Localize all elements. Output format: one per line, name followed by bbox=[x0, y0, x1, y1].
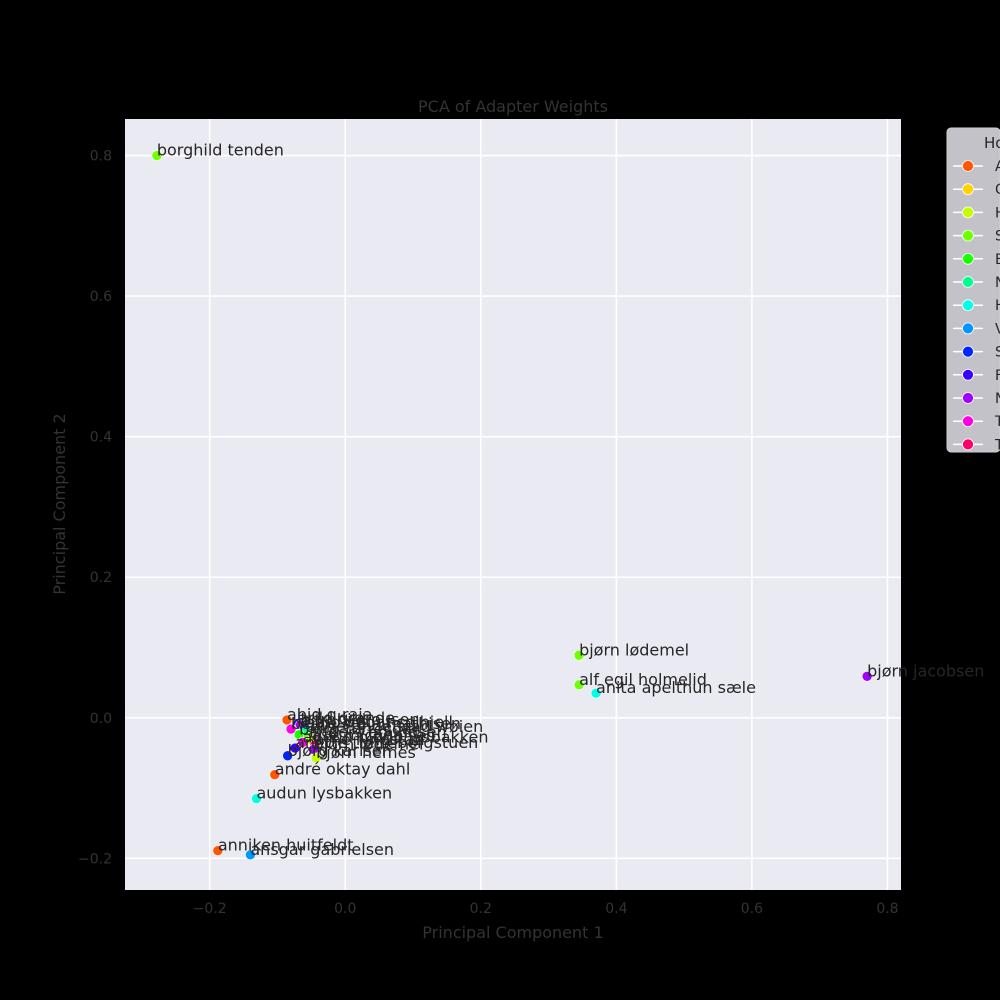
y-tick-label: −0.2 bbox=[78, 851, 112, 867]
data-point bbox=[297, 737, 308, 748]
legend-marker bbox=[962, 322, 974, 335]
point-label: bård vegar solhjell bbox=[305, 713, 453, 732]
legend: Ho AOHSENHVSFNTT bbox=[946, 127, 1000, 453]
chart-title: PCA of Adapter Weights bbox=[418, 97, 608, 116]
x-tick-label: 0.8 bbox=[876, 901, 898, 917]
point-label: bjørg karlsen bbox=[288, 741, 392, 760]
data-point bbox=[282, 750, 293, 762]
x-axis-ticks: −0.2 0.0 0.2 0.4 0.6 0.8 bbox=[193, 901, 899, 917]
y-tick-label: 0.0 bbox=[90, 711, 112, 727]
x-tick-label: −0.2 bbox=[193, 901, 227, 917]
point-label: bjørn hemes bbox=[316, 743, 416, 762]
legend-label: S bbox=[995, 345, 1000, 361]
data-point bbox=[245, 849, 256, 861]
data-point bbox=[151, 150, 163, 161]
legend-label: O bbox=[995, 182, 1000, 198]
point-label: bente stein mathisen bbox=[291, 714, 461, 733]
legend-marker bbox=[962, 206, 974, 219]
point-label: anita apelthun sæle bbox=[596, 678, 756, 697]
legend-marker bbox=[962, 229, 974, 242]
legend-marker bbox=[962, 299, 974, 312]
point-label: bjørn lødemel bbox=[313, 734, 423, 753]
point-label: anette trettebergstuen bbox=[295, 733, 478, 752]
point-label: audun lysbakken bbox=[256, 784, 392, 803]
data-point bbox=[590, 687, 602, 699]
point-label: anders anundsen bbox=[308, 722, 447, 741]
point-label: bjørn lødemel bbox=[579, 640, 689, 659]
y-axis-label: Principal Component 2 bbox=[50, 413, 69, 594]
point-label: ansgar gabrielsen bbox=[250, 840, 394, 859]
grid bbox=[125, 119, 901, 890]
data-point bbox=[289, 742, 301, 754]
legend-marker bbox=[962, 345, 974, 358]
legend-label: N bbox=[995, 275, 1000, 291]
point-label: bjørn jacobsen bbox=[867, 661, 984, 680]
data-point bbox=[281, 714, 293, 726]
y-axis-ticks: −0.2 0.0 0.2 0.4 0.6 0.8 bbox=[78, 149, 112, 868]
legend-label: E bbox=[995, 252, 1000, 268]
x-axis-label: Principal Component 1 bbox=[422, 923, 603, 942]
point-labels: borghild tenden bjørn lødemel alf egil hol… bbox=[157, 141, 984, 859]
legend-marker bbox=[962, 183, 974, 196]
y-tick-label: 0.8 bbox=[90, 149, 112, 165]
legend-label: N bbox=[995, 391, 1000, 407]
data-point bbox=[285, 723, 297, 735]
data-point bbox=[573, 679, 585, 691]
legend-marker bbox=[962, 368, 974, 381]
point-label: anne tingelstad wøien bbox=[306, 717, 483, 736]
x-tick-label: 0.4 bbox=[605, 901, 627, 917]
legend-title: Ho bbox=[984, 134, 1000, 152]
data-point bbox=[212, 845, 224, 856]
legend-label: H bbox=[995, 298, 1000, 314]
point-label: andré oktay dahl bbox=[275, 760, 411, 779]
legend-box bbox=[946, 127, 1000, 453]
data-points bbox=[151, 150, 873, 861]
data-point bbox=[251, 793, 262, 804]
data-point bbox=[269, 769, 281, 781]
legend-marker bbox=[962, 392, 974, 404]
legend-marker bbox=[962, 252, 974, 265]
y-tick-label: 0.4 bbox=[90, 430, 112, 446]
point-label: audun bjørlo lysbakken bbox=[303, 727, 489, 746]
legend-label: F bbox=[995, 368, 1000, 384]
plot-area bbox=[125, 119, 901, 890]
point-label: arne lyngstad bbox=[315, 730, 425, 749]
legend-label: V bbox=[995, 321, 1000, 337]
y-tick-label: 0.6 bbox=[90, 289, 112, 305]
legend-marker bbox=[962, 276, 974, 288]
point-label: åse michaelsen bbox=[311, 725, 435, 744]
x-tick-label: 0.2 bbox=[470, 901, 492, 917]
legend-entries: AOHSENHVSFNTT bbox=[953, 159, 1000, 453]
legend-label: T bbox=[994, 437, 1000, 453]
legend-label: H bbox=[995, 205, 1000, 221]
point-label: borghild ousen bbox=[301, 710, 420, 729]
point-label: bjørg tørresdal bbox=[299, 720, 416, 739]
data-point bbox=[573, 649, 585, 661]
data-point bbox=[861, 671, 873, 682]
y-tick-label: 0.2 bbox=[90, 570, 112, 586]
legend-label: S bbox=[995, 229, 1000, 245]
point-label: alf egil holmelid bbox=[579, 670, 707, 689]
x-tick-label: 0.0 bbox=[334, 901, 356, 917]
point-label: arild grande bbox=[298, 708, 395, 727]
point-label: abid q raja bbox=[287, 705, 373, 724]
legend-marker bbox=[962, 438, 974, 451]
legend-marker bbox=[962, 415, 974, 428]
legend-label: T bbox=[994, 414, 1000, 430]
data-point bbox=[310, 752, 322, 764]
legend-label: A bbox=[995, 159, 1000, 175]
legend-marker bbox=[962, 160, 974, 172]
x-tick-label: 0.6 bbox=[741, 901, 763, 917]
point-label: anniken huitfeldt bbox=[218, 836, 354, 855]
point-label: borghild tenden bbox=[157, 141, 284, 160]
